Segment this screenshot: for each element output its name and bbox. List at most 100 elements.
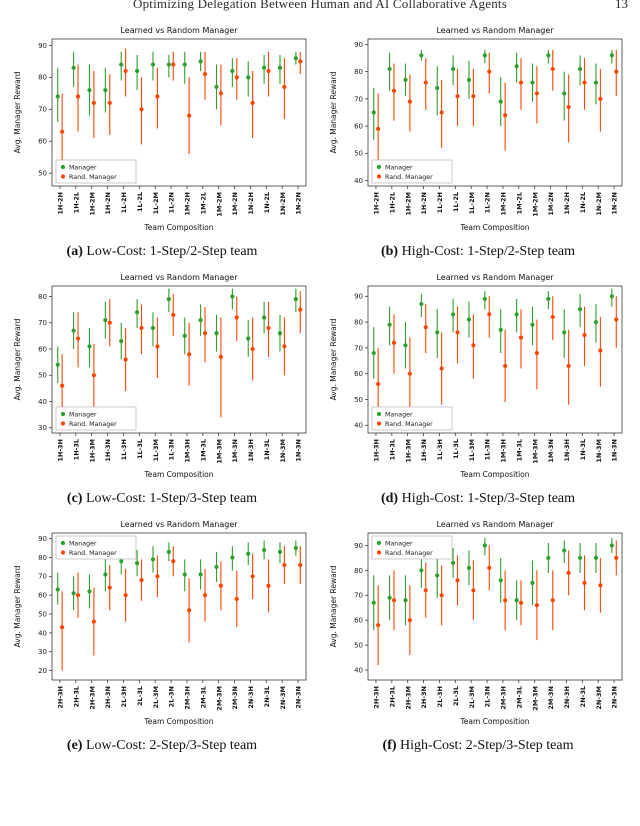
svg-text:Team Composition: Team Composition xyxy=(459,223,529,232)
svg-text:1H-2N: 1H-2N xyxy=(104,192,112,215)
svg-text:2N-3N: 2N-3N xyxy=(611,686,619,709)
svg-text:1M-2M: 1M-2M xyxy=(531,192,539,217)
svg-text:70: 70 xyxy=(38,106,47,114)
svg-text:Team Composition: Team Composition xyxy=(459,470,529,479)
svg-text:2M-3N: 2M-3N xyxy=(547,686,555,710)
svg-text:80: 80 xyxy=(38,554,47,562)
figure-b-caption: (b) High-Cost: 1-Step/2-Step team xyxy=(381,244,575,260)
figure-f-caption-label: (f) xyxy=(382,738,397,753)
svg-text:90: 90 xyxy=(354,542,363,550)
svg-text:Team Composition: Team Composition xyxy=(143,223,213,232)
svg-text:90: 90 xyxy=(354,41,363,49)
svg-text:1N-3N: 1N-3N xyxy=(295,439,303,462)
svg-text:2H-3M: 2H-3M xyxy=(88,686,96,710)
svg-text:1H-3L: 1H-3L xyxy=(388,439,396,460)
svg-text:80: 80 xyxy=(354,319,363,327)
svg-text:1M-3L: 1M-3L xyxy=(515,439,523,461)
svg-text:1H-2L: 1H-2L xyxy=(388,192,396,213)
svg-text:Manager: Manager xyxy=(385,540,413,547)
svg-text:Learned vs Random Manager: Learned vs Random Manager xyxy=(120,520,238,529)
svg-text:20: 20 xyxy=(38,667,47,675)
svg-text:60: 60 xyxy=(354,370,363,378)
chart-svg: Learned vs Random Manager 30 40 50 60 70 80 Avg… xyxy=(13,273,307,479)
svg-text:1L-3M: 1L-3M xyxy=(468,439,476,461)
svg-text:70: 70 xyxy=(354,592,363,600)
svg-text:80: 80 xyxy=(38,74,47,82)
svg-text:1H-3L: 1H-3L xyxy=(72,439,80,460)
svg-text:1M-3N: 1M-3N xyxy=(231,439,239,463)
svg-text:60: 60 xyxy=(38,138,47,146)
svg-text:2L-3N: 2L-3N xyxy=(168,686,176,707)
svg-text:Avg. Manager Reward: Avg. Manager Reward xyxy=(329,318,338,400)
svg-text:40: 40 xyxy=(38,629,47,637)
svg-text:2L-3L: 2L-3L xyxy=(136,686,144,706)
svg-text:1M-2H: 1M-2H xyxy=(184,192,192,216)
svg-text:30: 30 xyxy=(38,648,47,656)
svg-text:Manager: Manager xyxy=(385,411,413,418)
svg-text:Manager: Manager xyxy=(69,411,97,418)
svg-text:50: 50 xyxy=(354,642,363,650)
svg-text:1L-2L: 1L-2L xyxy=(136,192,144,212)
svg-text:40: 40 xyxy=(354,422,363,430)
svg-text:90: 90 xyxy=(38,42,47,50)
svg-text:1L-3N: 1L-3N xyxy=(168,439,176,460)
svg-text:Avg. Manager Reward: Avg. Manager Reward xyxy=(329,565,338,647)
svg-text:1M-2N: 1M-2N xyxy=(547,192,555,216)
svg-text:2L-3H: 2L-3H xyxy=(120,686,128,707)
chart-svg: Learned vs Random Manager 20 30 40 50 60 70 80 9… xyxy=(13,520,307,726)
svg-text:1N-2L: 1N-2L xyxy=(579,192,587,213)
svg-text:40: 40 xyxy=(354,177,363,185)
figure-grid: Learned vs Random Manager 50 60 70 80 90 Avg. … xyxy=(0,13,640,762)
svg-text:1L-3M: 1L-3M xyxy=(152,439,160,461)
svg-text:1N-2L: 1N-2L xyxy=(263,192,271,213)
figure-d-caption-text: High-Cost: 1-Step/3-Step team xyxy=(398,491,576,506)
svg-text:1M-2L: 1M-2L xyxy=(199,192,207,214)
chart-high-cost-2step-3step: Learned vs Random Manager 40 50 60 70 80 90 Avg… xyxy=(327,515,629,737)
figure-b-caption-label: (b) xyxy=(380,244,399,259)
svg-text:1H-3N: 1H-3N xyxy=(420,439,428,462)
svg-text:1L-2N: 1L-2N xyxy=(168,192,176,213)
svg-text:1M-2L: 1M-2L xyxy=(515,192,523,214)
svg-text:60: 60 xyxy=(38,592,47,600)
svg-text:90: 90 xyxy=(38,535,47,543)
svg-text:1L-2N: 1L-2N xyxy=(484,192,492,213)
svg-text:2L-3M: 2L-3M xyxy=(468,686,476,708)
svg-text:1M-2H: 1M-2H xyxy=(500,192,508,216)
svg-text:70: 70 xyxy=(354,344,363,352)
chart-low-cost-1step-2step: Learned vs Random Manager 50 60 70 80 90 Avg. … xyxy=(11,21,313,243)
chart-svg: Learned vs Random Manager 50 60 70 80 90 Avg. … xyxy=(13,26,307,232)
svg-text:1M-3M: 1M-3M xyxy=(531,439,539,464)
svg-text:1L-2H: 1L-2H xyxy=(120,192,128,213)
svg-text:1H-3H: 1H-3H xyxy=(373,439,381,462)
figure-c-caption-text: Low-Cost: 1-Step/3-Step team xyxy=(82,491,258,506)
svg-text:1N-3H: 1N-3H xyxy=(563,439,571,462)
svg-text:90: 90 xyxy=(354,293,363,301)
svg-text:1N-3M: 1N-3M xyxy=(595,439,603,463)
chart-svg: Learned vs Random Manager 40 50 60 70 80 90 Avg… xyxy=(329,273,623,479)
svg-text:1M-2M: 1M-2M xyxy=(215,192,223,217)
figure-b-caption-text: High-Cost: 1-Step/2-Step team xyxy=(398,244,576,259)
figure-a: Learned vs Random Manager 50 60 70 80 90 Avg. … xyxy=(6,21,318,260)
svg-text:Team Composition: Team Composition xyxy=(143,470,213,479)
svg-text:1L-3L: 1L-3L xyxy=(452,439,460,459)
svg-text:1N-3L: 1N-3L xyxy=(579,439,587,460)
svg-text:Avg. Manager Reward: Avg. Manager Reward xyxy=(13,565,22,647)
svg-text:2N-3M: 2N-3M xyxy=(595,686,603,710)
svg-text:Manager: Manager xyxy=(69,540,97,547)
svg-text:1M-3N: 1M-3N xyxy=(547,439,555,463)
figure-e-caption-label: (e) xyxy=(66,738,83,753)
figure-a-caption-label: (a) xyxy=(66,244,83,259)
svg-text:70: 70 xyxy=(38,319,47,327)
svg-text:1H-2H: 1H-2H xyxy=(373,192,381,215)
svg-text:1L-2L: 1L-2L xyxy=(452,192,460,212)
svg-text:1M-3M: 1M-3M xyxy=(215,439,223,464)
svg-text:1N-2H: 1N-2H xyxy=(563,192,571,215)
svg-text:Manager: Manager xyxy=(385,164,413,171)
svg-text:60: 60 xyxy=(354,617,363,625)
svg-text:1H-2M: 1H-2M xyxy=(404,192,412,216)
chart-high-cost-1step-3step: Learned vs Random Manager 40 50 60 70 80 90 Avg… xyxy=(327,268,629,490)
svg-text:Learned vs Random Manager: Learned vs Random Manager xyxy=(120,26,238,35)
svg-text:30: 30 xyxy=(38,424,47,432)
svg-text:2N-3M: 2N-3M xyxy=(279,686,287,710)
svg-text:Team Composition: Team Composition xyxy=(143,717,213,726)
